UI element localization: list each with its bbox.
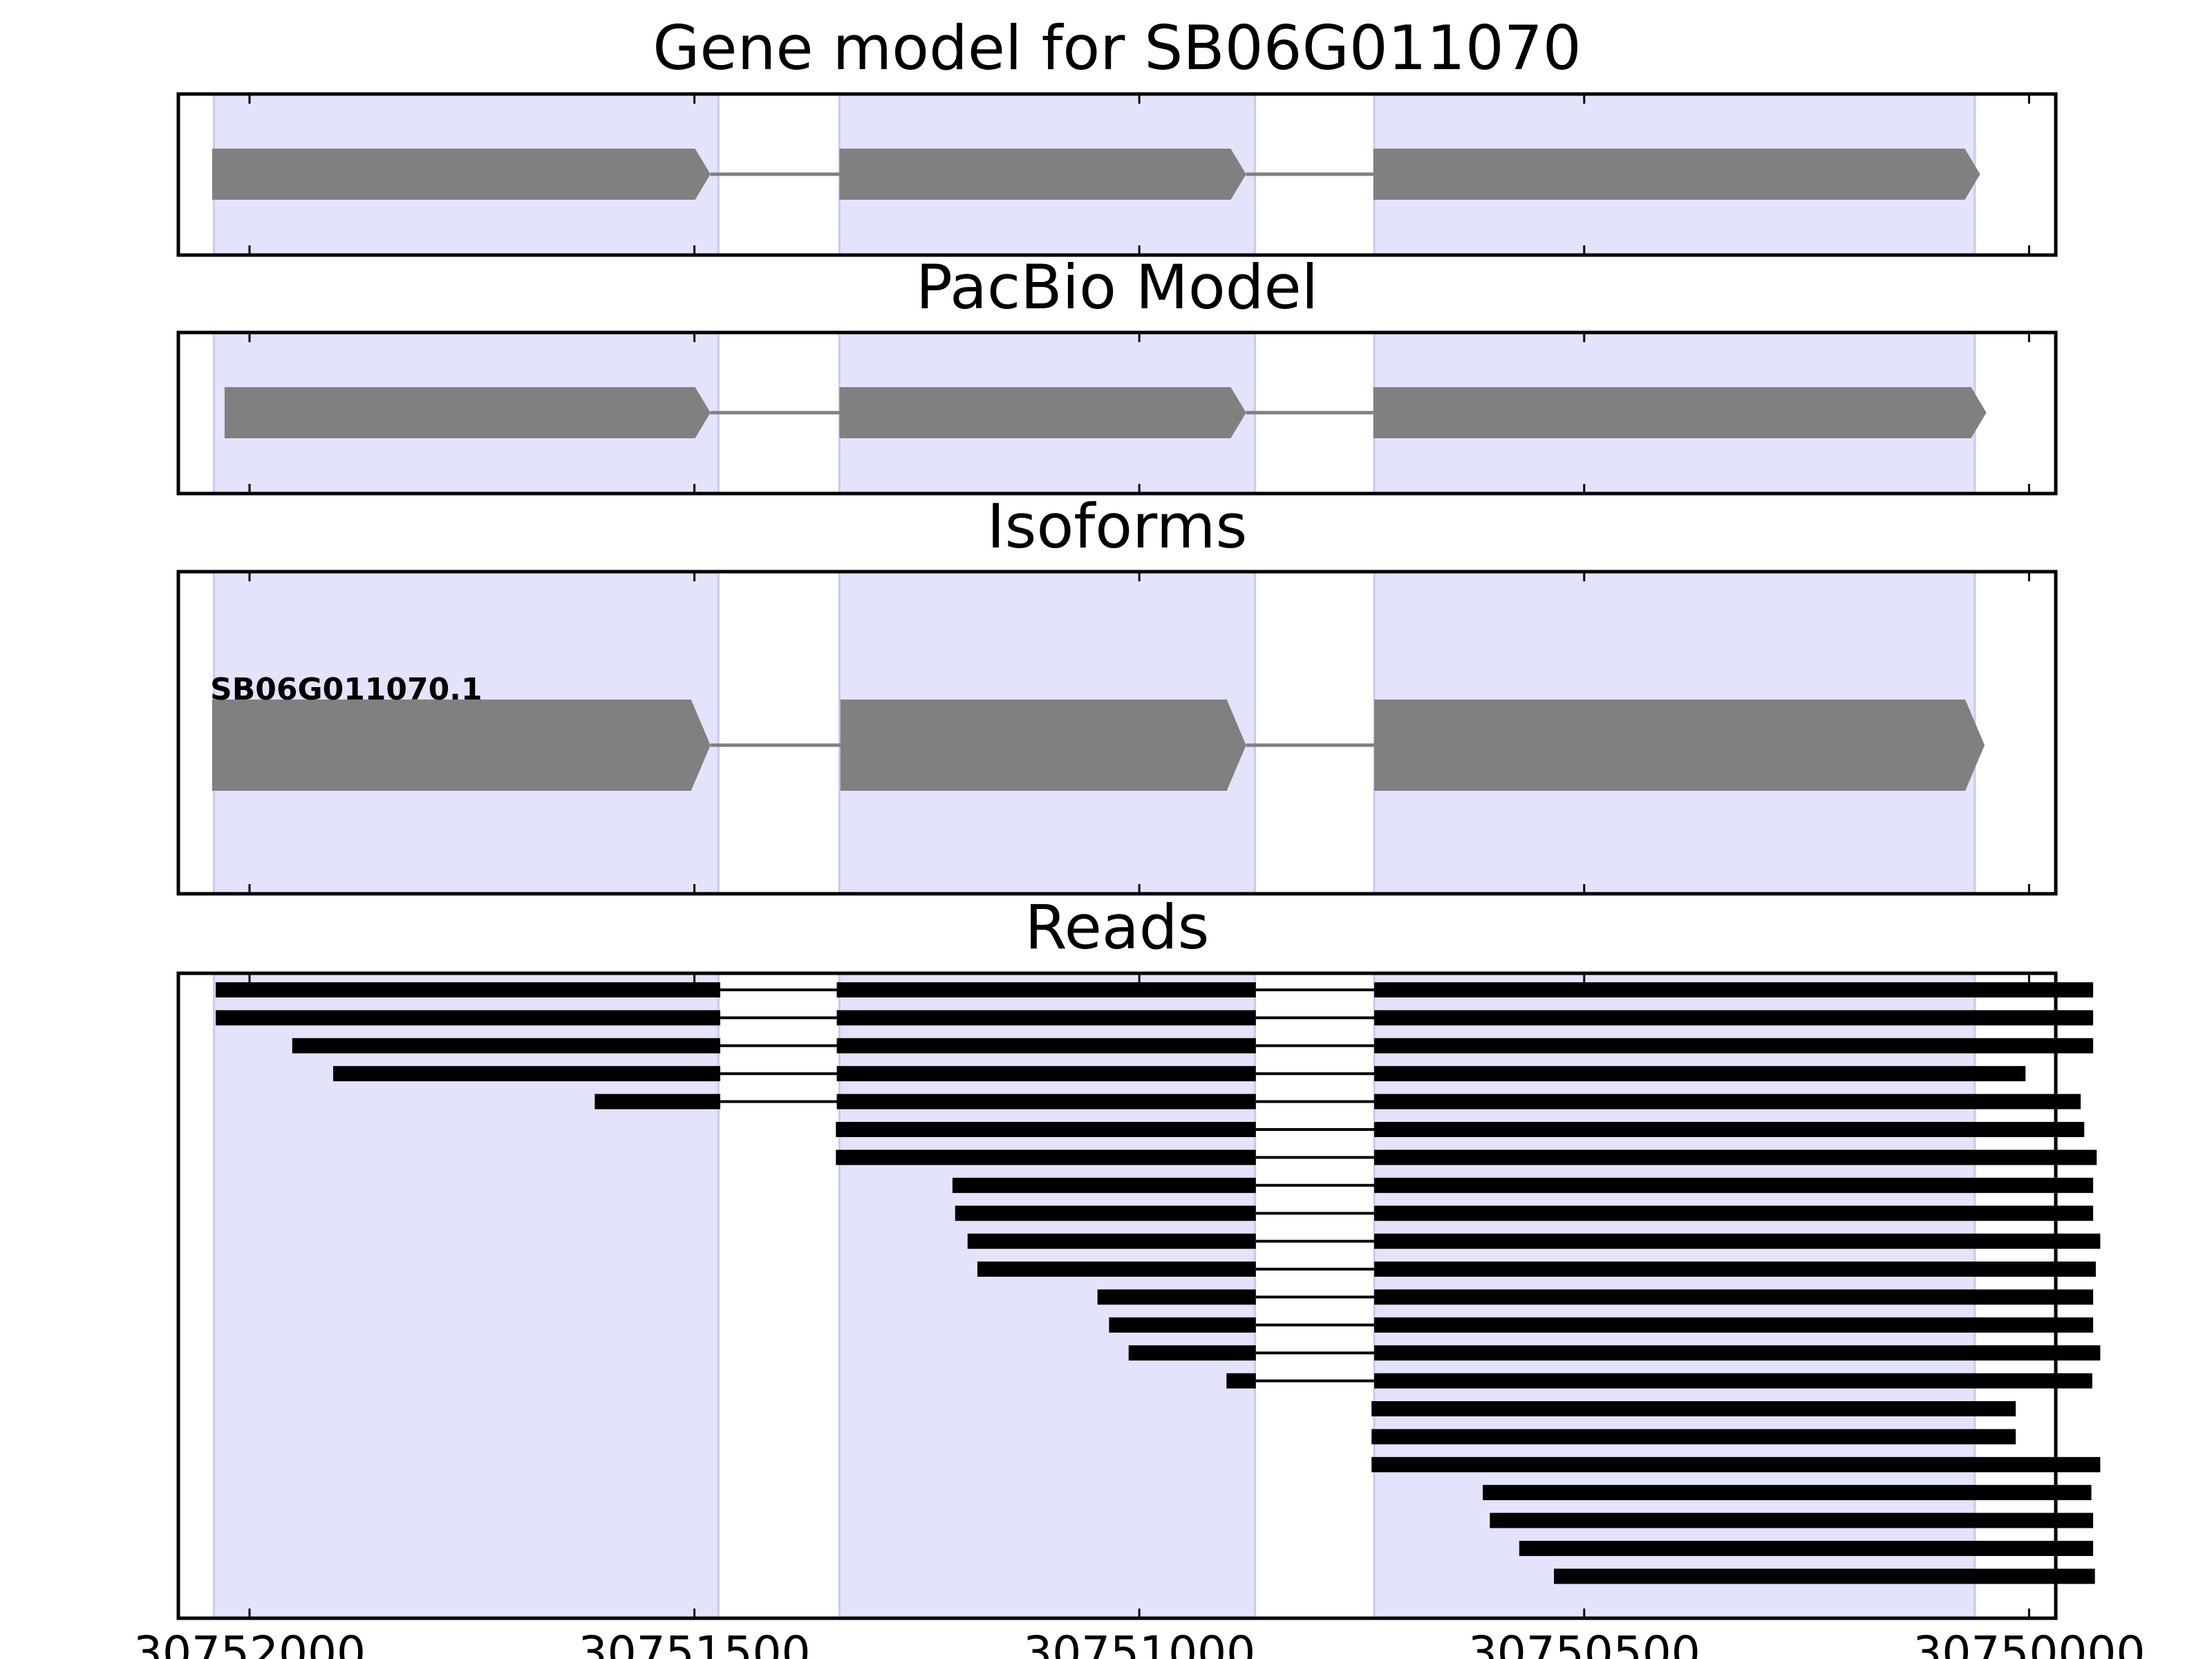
read-block <box>1483 1485 2092 1501</box>
gene-features <box>212 149 1980 200</box>
read-block <box>1519 1541 2094 1556</box>
read-block <box>1374 982 2094 997</box>
read-block <box>216 1010 720 1026</box>
read-block <box>1374 1345 2101 1361</box>
read-block <box>967 1233 1256 1249</box>
read-block <box>1374 1094 2081 1109</box>
exon-arrow <box>840 700 1246 791</box>
exon-arrow <box>212 149 711 200</box>
read-block <box>1226 1373 1256 1389</box>
panel-title: Reads <box>1025 892 1210 963</box>
tick-marks <box>248 332 2030 494</box>
exon-arrow <box>1374 700 1985 791</box>
exon-arrow <box>212 700 711 791</box>
read-block <box>1554 1568 2095 1584</box>
exon-arrow <box>839 387 1246 438</box>
x-tick-label: 30751000 <box>1023 1627 1255 1659</box>
x-tick-label: 30750000 <box>1913 1627 2145 1659</box>
tick-marks <box>248 973 2030 1618</box>
read-block <box>1374 1317 2094 1333</box>
panel-title: Gene model for SB06G011070 <box>653 12 1582 84</box>
read-block <box>836 1066 1256 1082</box>
read-block <box>1374 1289 2094 1305</box>
read-block <box>1371 1401 2016 1416</box>
exon-arrow <box>839 149 1246 200</box>
gene-features <box>224 387 1987 438</box>
read-block <box>1374 1373 2092 1389</box>
read-block <box>836 1038 1256 1053</box>
panel-title: PacBio Model <box>916 252 1318 323</box>
x-tick-label: 30752000 <box>133 1627 366 1659</box>
read-block <box>836 1094 1256 1109</box>
panel-gene-model: Gene model for SB06G011070 <box>176 12 2058 257</box>
read-block <box>1097 1289 1256 1305</box>
panel-frame <box>176 92 2058 257</box>
read-block <box>1374 1233 2101 1249</box>
read-block <box>836 982 1256 997</box>
read-block <box>292 1038 720 1053</box>
x-tick-label: 30751500 <box>579 1627 811 1659</box>
panel-isoforms: Isoforms SB06G011070.1 <box>176 491 2058 896</box>
read-block <box>1490 1512 2094 1528</box>
panel-title: Isoforms <box>987 491 1248 562</box>
read-block <box>1374 1010 2094 1026</box>
read-block <box>836 1010 1256 1026</box>
read-block <box>952 1177 1256 1193</box>
read-block <box>332 1066 720 1082</box>
x-axis: 30752000 30751500 30751000 30750500 3075… <box>133 1627 2145 1659</box>
panel-frame <box>176 570 2058 896</box>
read-block <box>216 982 720 997</box>
exon-arrow <box>1373 387 1987 438</box>
read-block <box>1374 1122 2085 1137</box>
panel-reads: Reads <box>176 892 2101 1620</box>
exon-arrow <box>1373 149 1980 200</box>
x-tick-label: 30750500 <box>1468 1627 1700 1659</box>
read-block <box>1374 1038 2094 1053</box>
read-block <box>1371 1456 2101 1472</box>
read-block <box>594 1094 720 1109</box>
panel-frame <box>176 971 2058 1620</box>
tick-marks <box>248 572 2030 894</box>
read-features <box>216 982 2101 1584</box>
read-block <box>1374 1262 2096 1277</box>
read-block <box>836 1122 1256 1137</box>
panel-pacbio-model: PacBio Model <box>176 252 2058 496</box>
tick-marks <box>248 94 2030 255</box>
read-block <box>977 1262 1256 1277</box>
gene-features <box>212 700 1985 791</box>
read-block <box>836 1150 1256 1165</box>
read-block <box>955 1206 1256 1221</box>
exon-arrow <box>224 387 711 438</box>
read-block <box>1374 1206 2094 1221</box>
read-block <box>1374 1177 2094 1193</box>
read-block <box>1128 1345 1256 1361</box>
panel-frame <box>176 330 2058 496</box>
read-block <box>1109 1317 1256 1333</box>
read-block <box>1374 1066 2026 1082</box>
read-block <box>1374 1150 2097 1165</box>
read-block <box>1371 1429 2016 1445</box>
isoform-label: SB06G011070.1 <box>210 672 482 707</box>
